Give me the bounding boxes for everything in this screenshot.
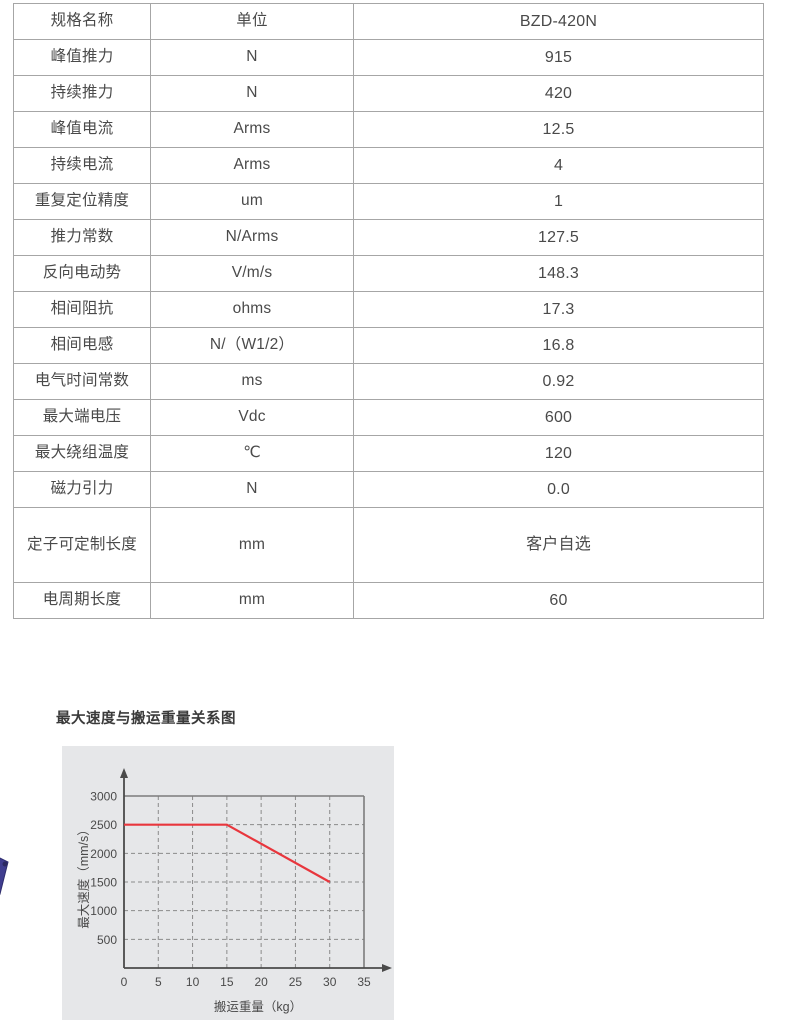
cell-spec-name: 峰值电流 bbox=[13, 111, 151, 148]
cell-unit: mm bbox=[150, 582, 354, 619]
cell-unit: mm bbox=[150, 507, 354, 583]
cell-unit: ℃ bbox=[150, 435, 354, 472]
y-tick-label: 1000 bbox=[90, 904, 117, 918]
cell-spec-name: 规格名称 bbox=[13, 3, 151, 40]
cell-value: 915 bbox=[353, 39, 764, 76]
table-row: 峰值电流 Arms 12.5 bbox=[13, 111, 764, 148]
table-row: 电周期长度 mm 60 bbox=[13, 582, 764, 619]
x-tick-label: 15 bbox=[220, 975, 234, 989]
table-row: 反向电动势 V/m/s 148.3 bbox=[13, 255, 764, 292]
cell-unit: Arms bbox=[150, 111, 354, 148]
chart-title: 最大速度与搬运重量关系图 bbox=[56, 711, 236, 727]
chart-series bbox=[124, 823, 331, 883]
cell-spec-name: 磁力引力 bbox=[13, 471, 151, 508]
chart-svg: 0 5 10 15 20 25 30 35 500 1000 1500 2000 2500 3000 搬… bbox=[76, 768, 392, 1014]
cell-value: 16.8 bbox=[353, 327, 764, 364]
cell-spec-name: 重复定位精度 bbox=[13, 183, 151, 220]
cell-unit: ohms bbox=[150, 291, 354, 328]
cell-spec-name: 反向电动势 bbox=[13, 255, 151, 292]
y-tick-label: 2000 bbox=[90, 847, 117, 861]
table-row: 相间阻抗 ohms 17.3 bbox=[13, 291, 764, 328]
table-row: 相间电感 N/（W1/2） 16.8 bbox=[13, 327, 764, 364]
cell-unit: V/m/s bbox=[150, 255, 354, 292]
cell-unit: N/Arms bbox=[150, 219, 354, 256]
x-tick-label: 30 bbox=[323, 975, 337, 989]
specification-table: 规格名称 单位 BZD-420N 峰值推力 N 915 持续推力 N 420 峰值电流 Arms 12… bbox=[13, 3, 764, 619]
cell-spec-name: 电周期长度 bbox=[13, 582, 151, 619]
table-row: 持续电流 Arms 4 bbox=[13, 147, 764, 184]
y-tick-label: 1500 bbox=[90, 876, 117, 890]
x-tick-label: 20 bbox=[254, 975, 268, 989]
cell-value: 12.5 bbox=[353, 111, 764, 148]
cell-value: 420 bbox=[353, 75, 764, 112]
chart-axes bbox=[120, 768, 392, 972]
cell-spec-name: 推力常数 bbox=[13, 219, 151, 256]
cell-spec-name: 峰值推力 bbox=[13, 39, 151, 76]
cell-unit: N bbox=[150, 39, 354, 76]
y-tick-label: 500 bbox=[97, 933, 117, 947]
table-row: 峰值推力 N 915 bbox=[13, 39, 764, 76]
y-tick-label: 2500 bbox=[90, 818, 117, 832]
table-row: 最大绕组温度 ℃ 120 bbox=[13, 435, 764, 472]
cell-unit: Arms bbox=[150, 147, 354, 184]
x-tick-label: 0 bbox=[121, 975, 128, 989]
x-tick-label: 10 bbox=[186, 975, 200, 989]
cell-spec-name: 最大端电压 bbox=[13, 399, 151, 436]
cell-value: 客户自选 bbox=[353, 507, 764, 583]
cell-unit: N bbox=[150, 75, 354, 112]
chart-y-axis-label: 最大速度（mm/s） bbox=[76, 823, 91, 929]
cell-value: 60 bbox=[353, 582, 764, 619]
cell-unit: Vdc bbox=[150, 399, 354, 436]
cell-unit: N bbox=[150, 471, 354, 508]
decorative-blue-polygon bbox=[0, 857, 9, 896]
x-tick-label: 5 bbox=[155, 975, 162, 989]
x-tick-label: 25 bbox=[289, 975, 303, 989]
cell-spec-name: 持续电流 bbox=[13, 147, 151, 184]
cell-spec-name: 定子可定制长度 bbox=[13, 507, 151, 583]
cell-value: 0.0 bbox=[353, 471, 764, 508]
cell-value: 120 bbox=[353, 435, 764, 472]
table-row: 定子可定制长度 mm 客户自选 bbox=[13, 507, 764, 583]
cell-value: 600 bbox=[353, 399, 764, 436]
cell-spec-name: 最大绕组温度 bbox=[13, 435, 151, 472]
cell-value: 148.3 bbox=[353, 255, 764, 292]
x-axis-arrow bbox=[382, 964, 392, 972]
table-row: 磁力引力 N 0.0 bbox=[13, 471, 764, 508]
table-row: 持续推力 N 420 bbox=[13, 75, 764, 112]
cell-value: 4 bbox=[353, 147, 764, 184]
y-tick-label: 3000 bbox=[90, 790, 117, 804]
cell-spec-name: 相间电感 bbox=[13, 327, 151, 364]
spec-table-container: 规格名称 单位 BZD-420N 峰值推力 N 915 持续推力 N 420 峰值电流 Arms 12… bbox=[13, 3, 764, 619]
chart-x-axis-label: 搬运重量（kg） bbox=[214, 999, 302, 1014]
table-row: 电气时间常数 ms 0.92 bbox=[13, 363, 764, 400]
cell-value: 1 bbox=[353, 183, 764, 220]
cell-unit: ms bbox=[150, 363, 354, 400]
chart-x-tick-labels: 0 5 10 15 20 25 30 35 bbox=[121, 975, 371, 989]
cell-spec-name: 持续推力 bbox=[13, 75, 151, 112]
cell-value: 0.92 bbox=[353, 363, 764, 400]
speed-vs-payload-chart: 0 5 10 15 20 25 30 35 500 1000 1500 2000 2500 3000 搬… bbox=[62, 746, 394, 1020]
table-row: 重复定位精度 um 1 bbox=[13, 183, 764, 220]
cell-value: 17.3 bbox=[353, 291, 764, 328]
x-tick-label: 35 bbox=[357, 975, 371, 989]
cell-spec-name: 相间阻抗 bbox=[13, 291, 151, 328]
cell-value: BZD-420N bbox=[353, 3, 764, 40]
cell-unit: 单位 bbox=[150, 3, 354, 40]
table-row: 规格名称 单位 BZD-420N bbox=[13, 3, 764, 40]
cell-unit: N/（W1/2） bbox=[150, 327, 354, 364]
chart-y-tick-labels: 500 1000 1500 2000 2500 3000 bbox=[90, 790, 117, 947]
cell-unit: um bbox=[150, 183, 354, 220]
y-axis-arrow bbox=[120, 768, 128, 778]
cell-value: 127.5 bbox=[353, 219, 764, 256]
cell-spec-name: 电气时间常数 bbox=[13, 363, 151, 400]
table-row: 推力常数 N/Arms 127.5 bbox=[13, 219, 764, 256]
chart-plot-frame bbox=[124, 795, 365, 968]
table-row: 最大端电压 Vdc 600 bbox=[13, 399, 764, 436]
series-line-最大速度 bbox=[124, 823, 331, 883]
